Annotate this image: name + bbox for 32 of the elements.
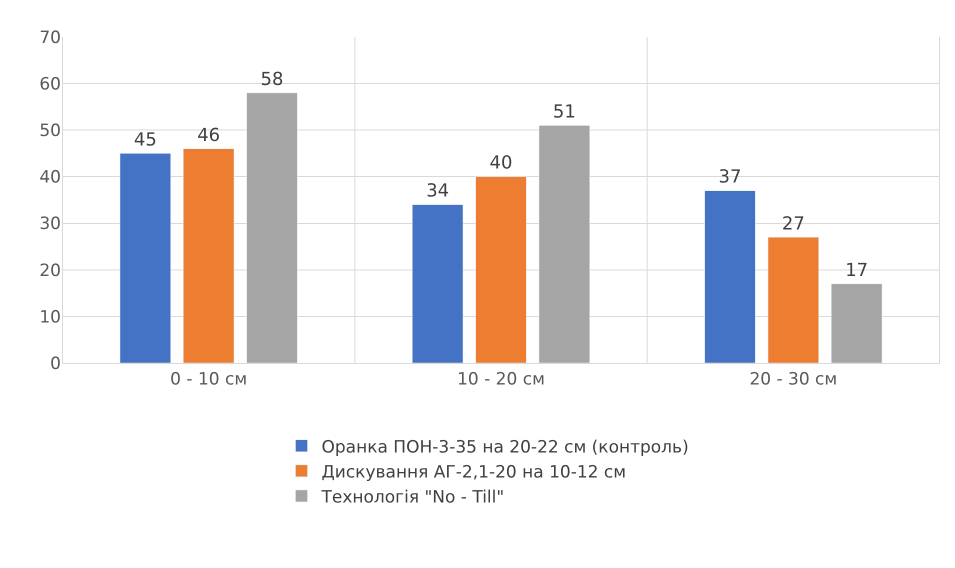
y-tick-label: 60 xyxy=(39,74,61,95)
y-tick-label: 10 xyxy=(39,307,61,328)
data-label: 27 xyxy=(782,213,805,234)
bar xyxy=(246,92,298,363)
data-label: 58 xyxy=(260,68,284,90)
y-tick-label: 40 xyxy=(39,168,61,188)
data-label: 17 xyxy=(845,260,868,281)
bar xyxy=(120,153,171,363)
legend-label: Оранка ПОН-3-35 на 20-22 см (контроль) xyxy=(322,437,689,458)
bar xyxy=(538,125,590,363)
bar xyxy=(183,148,234,363)
data-label: 37 xyxy=(718,166,742,188)
y-tick-label: 70 xyxy=(39,28,61,48)
bar xyxy=(704,190,756,363)
bar xyxy=(831,284,882,363)
x-tick-label: 0 - 10 см xyxy=(170,369,248,390)
bar xyxy=(475,176,527,363)
data-label: 40 xyxy=(490,152,512,174)
bar xyxy=(412,204,464,363)
y-tick-label: 0 xyxy=(50,354,61,374)
data-label: 45 xyxy=(134,129,157,150)
y-tick-label: 20 xyxy=(39,260,61,281)
y-tick-label: 30 xyxy=(39,214,61,234)
x-tick-label: 20 - 30 см xyxy=(749,369,838,390)
data-label: 46 xyxy=(197,124,220,146)
data-label: 51 xyxy=(552,101,576,122)
y-tick-label: 50 xyxy=(39,121,61,142)
data-label: 34 xyxy=(426,180,450,202)
x-tick-label: 10 - 20 см xyxy=(457,369,545,390)
legend-label: Дискування АГ-2,1-20 на 10-12 см xyxy=(322,462,626,482)
bar xyxy=(768,237,819,363)
legend-label: Технологія "No - Till" xyxy=(320,488,504,508)
